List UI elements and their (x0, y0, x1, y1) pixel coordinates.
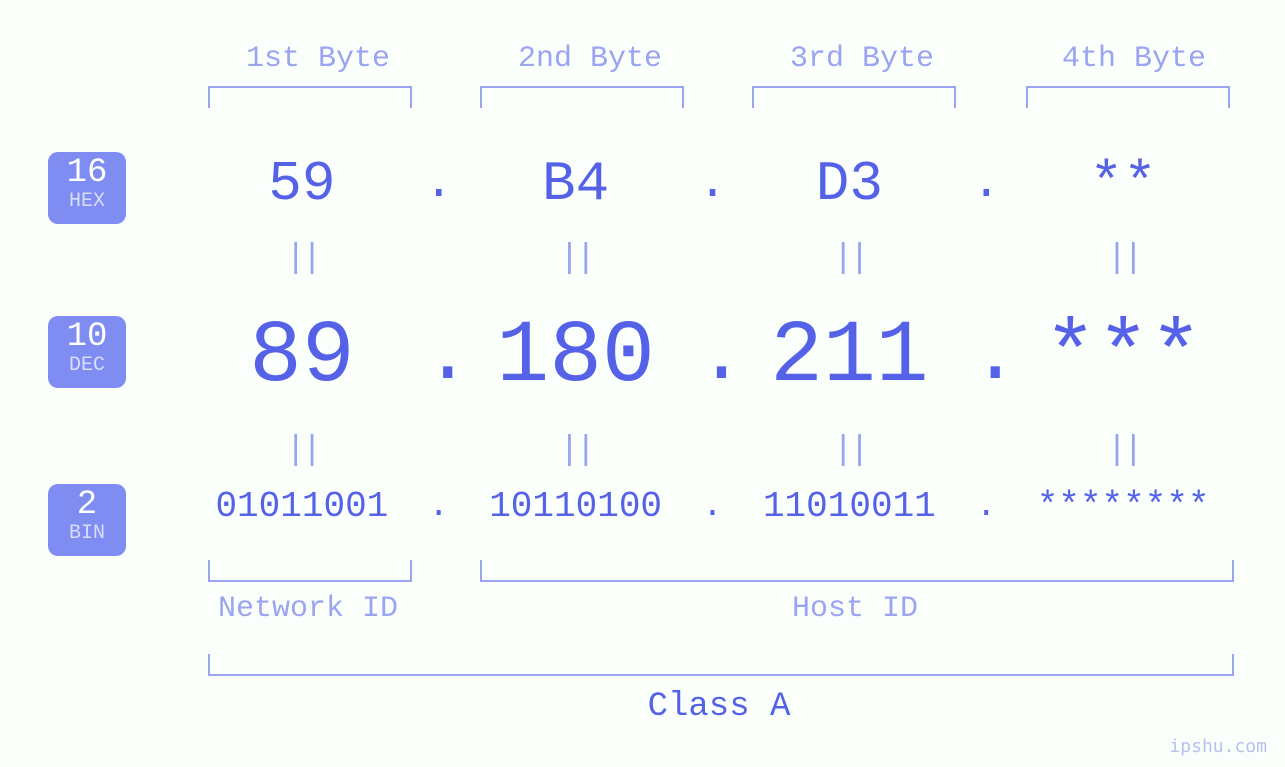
bracket-host-id (480, 560, 1234, 582)
label-host-id: Host ID (480, 592, 1230, 626)
separator-dot: . (698, 312, 728, 403)
base-badge-bin: 2 BIN (48, 484, 126, 556)
byte-header-1: 1st Byte (188, 42, 448, 76)
bin-byte-3: 11010011 (728, 486, 972, 527)
separator-dot: . (424, 157, 454, 211)
dec-byte-4: *** (1001, 308, 1245, 407)
separator-dot: . (698, 157, 728, 211)
equals-sign: || (1001, 240, 1245, 278)
equals-sign: || (454, 240, 698, 278)
label-network-id: Network ID (208, 592, 408, 626)
separator-dot: . (971, 157, 1001, 211)
byte-header-3: 3rd Byte (732, 42, 992, 76)
bracket-byte-2 (480, 86, 684, 108)
bin-byte-1: 01011001 (180, 486, 424, 527)
label-class: Class A (208, 688, 1230, 726)
base-number-hex: 16 (48, 156, 126, 190)
separator-dot: . (698, 488, 728, 526)
equals-sign: || (728, 240, 972, 278)
bracket-byte-4 (1026, 86, 1230, 108)
hex-byte-4: ** (1001, 152, 1245, 216)
base-number-dec: 10 (48, 320, 126, 354)
hex-byte-2: B4 (454, 152, 698, 216)
bin-byte-4: ******** (1001, 486, 1245, 527)
row-hex: 59 . B4 . D3 . ** (180, 152, 1245, 216)
separator-dot: . (424, 488, 454, 526)
dec-byte-3: 211 (728, 308, 972, 407)
dec-byte-1: 89 (180, 308, 424, 407)
equals-row-1: || || || || (180, 240, 1245, 278)
base-label-bin: BIN (48, 524, 126, 544)
equals-sign: || (728, 432, 972, 470)
byte-header-4: 4th Byte (1004, 42, 1264, 76)
ip-representation-diagram: 1st Byte 2nd Byte 3rd Byte 4th Byte 16 H… (0, 0, 1285, 767)
hex-byte-1: 59 (180, 152, 424, 216)
watermark: ipshu.com (1169, 736, 1267, 757)
equals-sign: || (180, 240, 424, 278)
hex-byte-3: D3 (728, 152, 972, 216)
equals-sign: || (454, 432, 698, 470)
bracket-network-id (208, 560, 412, 582)
equals-row-2: || || || || (180, 432, 1245, 470)
row-bin: 01011001 . 10110100 . 11010011 . *******… (180, 486, 1245, 527)
base-badge-hex: 16 HEX (48, 152, 126, 224)
base-label-hex: HEX (48, 192, 126, 212)
bin-byte-2: 10110100 (454, 486, 698, 527)
equals-sign: || (1001, 432, 1245, 470)
base-number-bin: 2 (48, 488, 126, 522)
separator-dot: . (971, 488, 1001, 526)
equals-sign: || (180, 432, 424, 470)
base-badge-dec: 10 DEC (48, 316, 126, 388)
bracket-class (208, 654, 1234, 676)
separator-dot: . (424, 312, 454, 403)
separator-dot: . (971, 312, 1001, 403)
base-label-dec: DEC (48, 356, 126, 376)
dec-byte-2: 180 (454, 308, 698, 407)
bracket-byte-3 (752, 86, 956, 108)
byte-header-2: 2nd Byte (460, 42, 720, 76)
row-dec: 89 . 180 . 211 . *** (180, 308, 1245, 407)
bracket-byte-1 (208, 86, 412, 108)
